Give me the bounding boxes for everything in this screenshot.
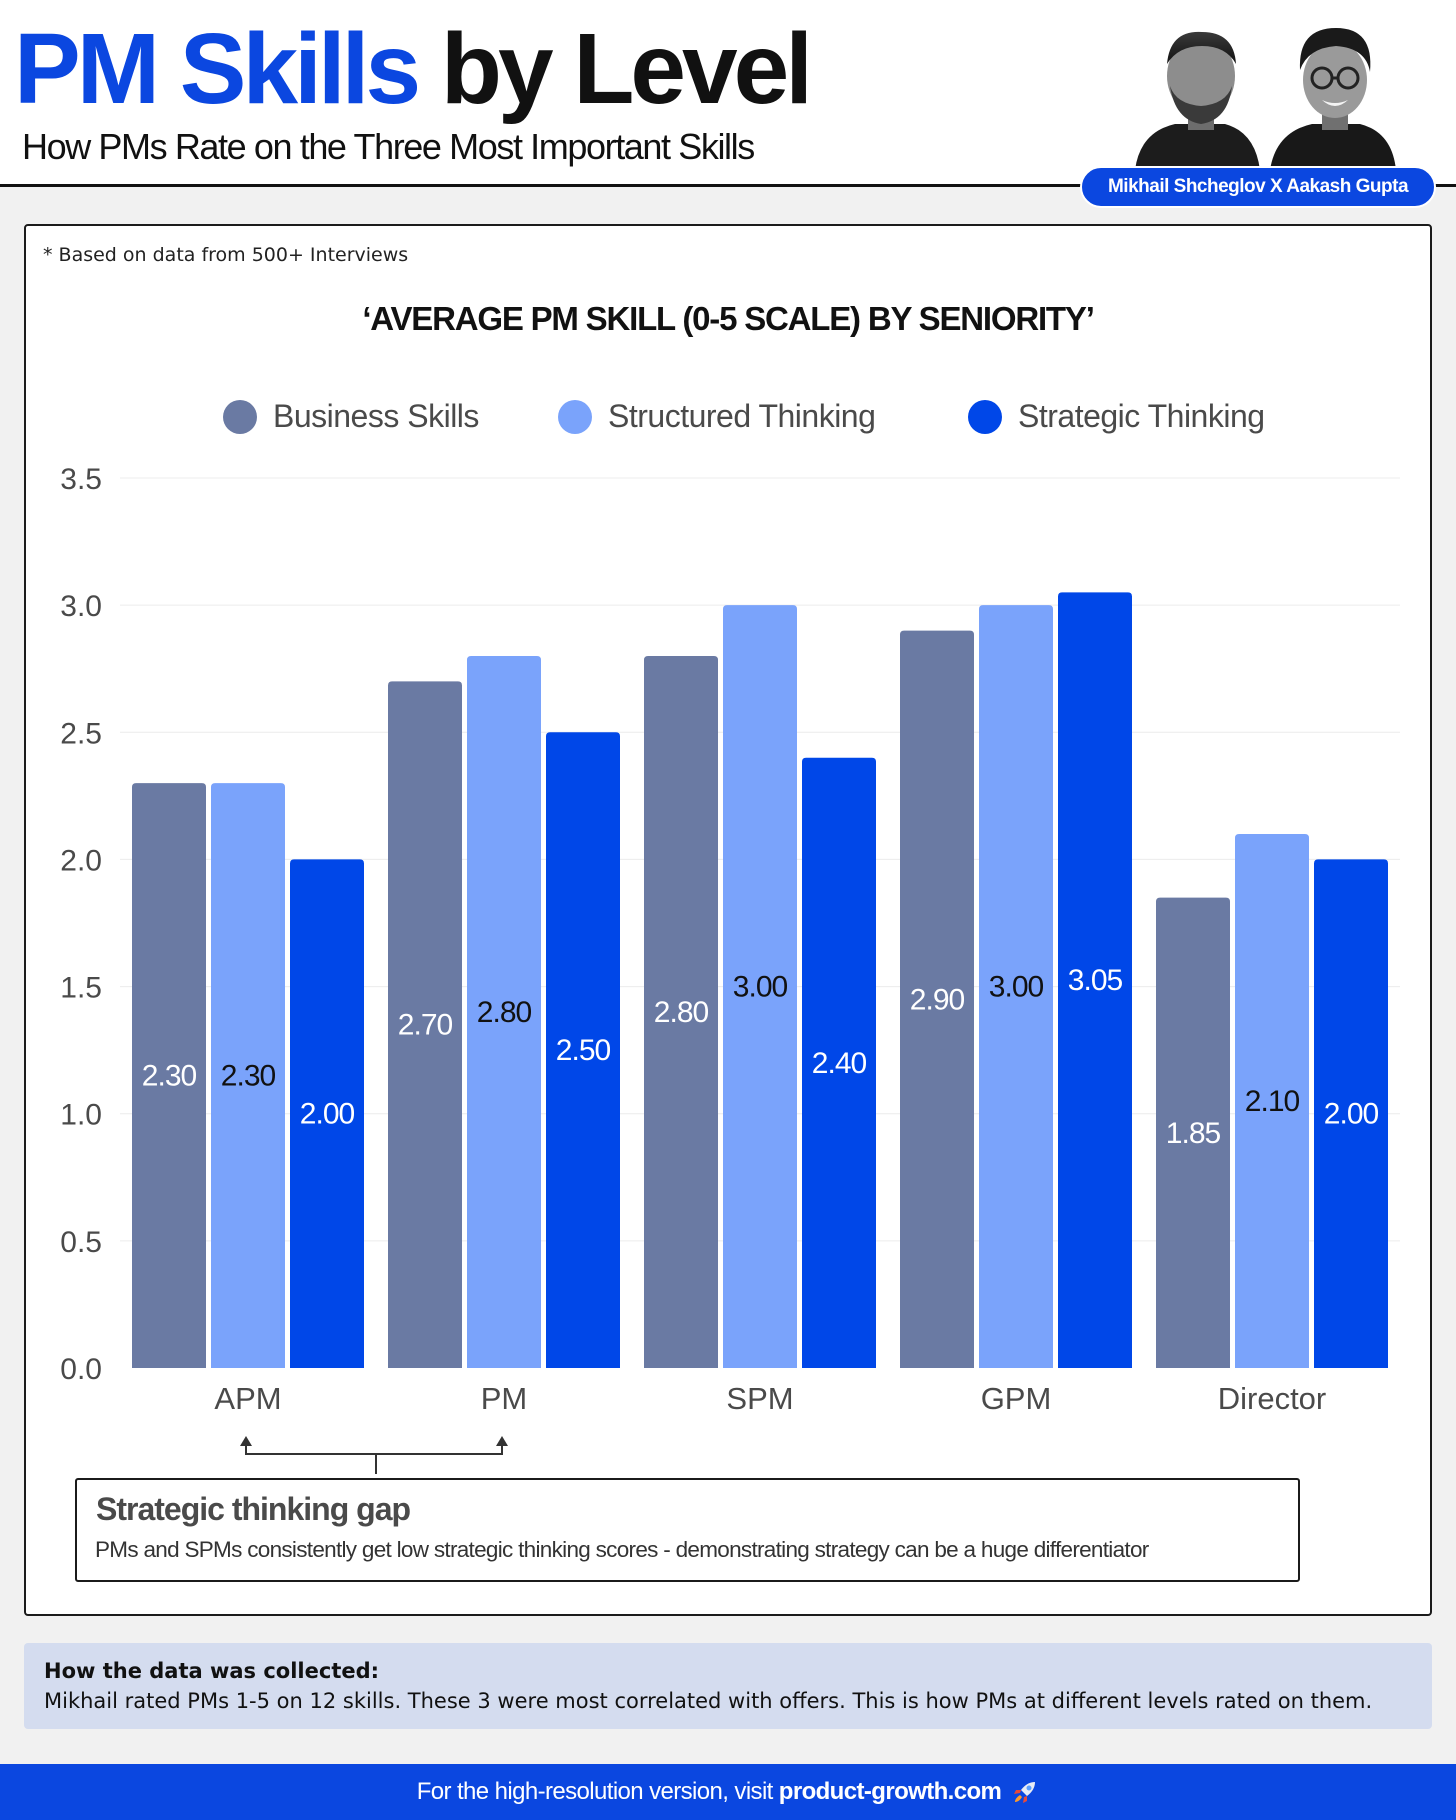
chart-title: ‘AVERAGE PM SKILL (0-5 SCALE) BY SENIORI… <box>362 300 1093 337</box>
title-blue-part: PM Skills <box>14 13 421 125</box>
y-tick-label: 3.5 <box>60 463 102 496</box>
header: PM Skills by Level How PMs Rate on the T… <box>0 0 1456 187</box>
x-tick-label: Director <box>1218 1381 1327 1416</box>
bar-value-label: 3.00 <box>733 971 788 1004</box>
x-tick-label: APM <box>214 1381 281 1416</box>
x-axis: APM PM SPM GPM Director <box>214 1381 1326 1416</box>
legend-label: Strategic Thinking <box>1018 398 1265 434</box>
x-tick-label: SPM <box>726 1381 793 1416</box>
bar-value-label: 2.00 <box>300 1098 355 1131</box>
bar <box>644 656 718 1368</box>
bar <box>290 859 364 1368</box>
bar-value-label: 2.50 <box>556 1034 611 1067</box>
y-tick-label: 2.5 <box>60 717 102 750</box>
authors-badge: Mikhail Shcheglov X Aakash Gupta <box>1080 166 1436 208</box>
annotation-body: PMs and SPMs consistently get low strate… <box>95 1537 1150 1562</box>
author-portraits-image <box>1135 28 1396 170</box>
bar-value-label: 2.90 <box>910 983 965 1016</box>
footer-link[interactable]: product-growth.com <box>778 1778 1002 1805</box>
bar-series: 2.30 2.30 2.00 2.70 2.80 2.50 2.80 3.00 2.40 2.90… <box>132 592 1388 1368</box>
y-axis: 0.0 0.5 1.0 1.5 2.0 2.5 3.0 3.5 <box>60 463 102 1386</box>
bar-value-label: 2.80 <box>477 996 532 1029</box>
legend-marker <box>558 400 592 434</box>
footer-prefix: For the high-resolution version, visit <box>416 1778 774 1805</box>
gap-bracket <box>240 1436 508 1474</box>
y-tick-label: 2.0 <box>60 844 102 877</box>
collection-title: How the data was collected: <box>44 1659 380 1683</box>
bar <box>546 732 620 1368</box>
page-title: PM Skills by Level <box>14 13 813 125</box>
legend-label: Structured Thinking <box>608 398 875 434</box>
bar-value-label: 3.05 <box>1068 964 1123 997</box>
bar <box>979 605 1053 1368</box>
data-collection-box: How the data was collected: Mikhail rate… <box>24 1643 1432 1729</box>
bar <box>1314 859 1388 1368</box>
y-tick-label: 3.0 <box>60 590 102 623</box>
bar-value-label: 2.40 <box>812 1047 867 1080</box>
chart-legend: Business Skills Structured Thinking Strate… <box>223 398 1265 434</box>
bar-value-label: 3.00 <box>989 971 1044 1004</box>
bar <box>723 605 797 1368</box>
annotation-box: Strategic thinking gap PMs and SPMs cons… <box>75 1478 1300 1582</box>
bar-chart: ‘AVERAGE PM SKILL (0-5 SCALE) BY SENIORI… <box>60 300 1400 1582</box>
y-tick-label: 0.0 <box>60 1353 102 1386</box>
legend-marker <box>223 400 257 434</box>
legend-label: Business Skills <box>273 398 479 434</box>
page-subtitle: How PMs Rate on the Three Most Important… <box>22 126 755 167</box>
x-tick-label: GPM <box>981 1381 1052 1416</box>
bar-value-label: 2.80 <box>654 996 709 1029</box>
bar <box>467 656 541 1368</box>
legend-marker <box>968 400 1002 434</box>
x-tick-label: PM <box>481 1381 528 1416</box>
bar-value-label: 2.70 <box>398 1009 453 1042</box>
y-tick-label: 1.0 <box>60 1099 102 1132</box>
data-note: * Based on data from 500+ Interviews <box>43 244 409 266</box>
rocket-icon <box>1014 1782 1036 1803</box>
bar-value-label: 2.30 <box>142 1060 197 1093</box>
annotation-title: Strategic thinking gap <box>96 1491 410 1527</box>
bar <box>1156 897 1230 1368</box>
bar <box>1235 834 1309 1368</box>
title-black-part: by Level <box>440 13 813 125</box>
bar-value-label: 2.10 <box>1245 1085 1300 1118</box>
bar <box>211 783 285 1368</box>
bar <box>900 630 974 1368</box>
y-tick-label: 0.5 <box>60 1226 102 1259</box>
bar-value-label: 1.85 <box>1166 1117 1221 1150</box>
arrow-up-icon <box>240 1436 252 1446</box>
bar <box>1058 592 1132 1368</box>
bar <box>802 757 876 1368</box>
bar <box>388 681 462 1368</box>
arrow-up-icon <box>496 1436 508 1446</box>
collection-body: Mikhail rated PMs 1-5 on 12 skills. Thes… <box>44 1689 1373 1713</box>
bar-value-label: 2.00 <box>1324 1098 1379 1131</box>
footer-banner: For the high-resolution version, visit p… <box>0 1764 1456 1820</box>
bracket-line <box>245 1442 503 1474</box>
y-tick-label: 1.5 <box>60 972 102 1005</box>
bar-value-label: 2.30 <box>221 1060 276 1093</box>
bar <box>132 783 206 1368</box>
